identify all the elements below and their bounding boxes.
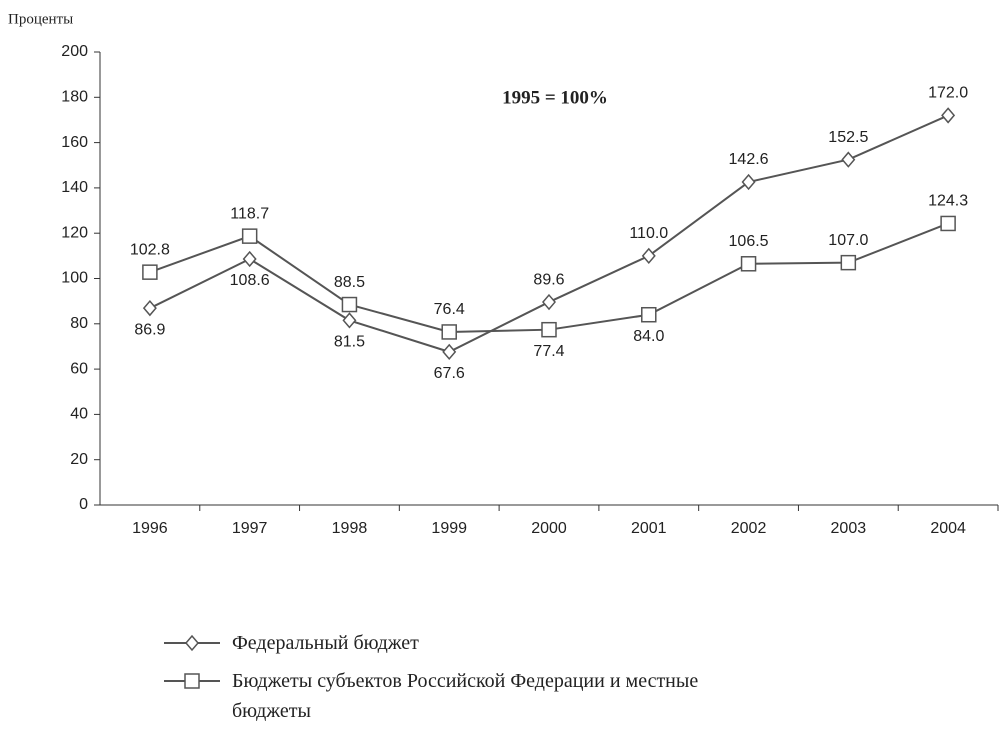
page: {"chart_data": {"type": "line", "y_label… <box>8 11 999 722</box>
x-tick-label: 2000 <box>531 520 567 537</box>
data-label: 89.6 <box>533 271 564 288</box>
data-label: 102.8 <box>130 241 170 258</box>
marker <box>841 151 856 168</box>
y-tick-label: 200 <box>61 43 88 60</box>
data-label: 107.0 <box>828 232 868 249</box>
y-tick-label: 80 <box>70 315 88 332</box>
data-label: 108.6 <box>230 272 270 289</box>
legend-swatch <box>164 634 220 652</box>
legend: Федеральный бюджет Бюджеты субъектов Росс… <box>160 628 732 734</box>
legend-label: Федеральный бюджет <box>232 632 419 654</box>
x-tick-label: 2003 <box>831 520 867 537</box>
marker <box>242 250 257 268</box>
data-label: 152.5 <box>828 129 868 146</box>
marker <box>740 256 757 272</box>
data-label: 77.4 <box>533 343 564 360</box>
data-label: 76.4 <box>434 301 465 318</box>
data-label: 88.5 <box>334 274 365 291</box>
y-tick-label: 60 <box>70 360 88 377</box>
y-tick-label: 140 <box>61 179 88 196</box>
data-label: 67.6 <box>434 365 465 382</box>
marker <box>940 215 956 232</box>
marker <box>184 673 200 689</box>
data-label: 106.5 <box>729 233 769 250</box>
marker <box>185 634 199 652</box>
x-tick-label: 1999 <box>431 520 467 537</box>
marker <box>840 254 857 271</box>
marker <box>342 312 357 329</box>
y-tick-label: 100 <box>61 270 88 287</box>
x-tick-label: 2002 <box>731 520 767 537</box>
data-label: 84.0 <box>633 328 664 345</box>
marker <box>542 293 556 311</box>
y-axis-label: Проценты <box>8 11 73 27</box>
legend-item: Бюджеты субъектов Российской Федерации и… <box>160 666 732 726</box>
chart: Проценты 1995 = 100% 0 20 40 60 80 100 120 140 1… <box>8 11 999 537</box>
data-label: 81.5 <box>334 334 365 351</box>
y-tick-label: 120 <box>61 224 88 241</box>
marker <box>641 247 656 265</box>
marker <box>341 296 358 313</box>
annotation: 1995 = 100% <box>502 87 608 108</box>
x-tick-label: 1996 <box>132 520 168 537</box>
legend-swatch <box>164 673 220 689</box>
data-label: 86.9 <box>134 321 165 338</box>
marker <box>142 300 157 317</box>
marker <box>441 324 457 340</box>
y-tick-label: 40 <box>70 406 88 423</box>
x-tick-label: 2004 <box>930 520 966 537</box>
marker <box>442 343 457 361</box>
y-tick-label: 0 <box>79 496 88 513</box>
data-label: 118.7 <box>230 205 269 222</box>
y-tick-label: 180 <box>61 89 88 106</box>
marker <box>641 306 657 323</box>
x-tick-label: 1998 <box>332 520 368 537</box>
legend-label: Бюджеты субъектов Российской Федерации и… <box>232 670 699 722</box>
marker <box>541 321 557 338</box>
legend-item: Федеральный бюджет <box>160 628 732 658</box>
y-tick-label: 160 <box>61 134 88 151</box>
data-label: 142.6 <box>729 151 769 168</box>
data-label: 110.0 <box>629 225 668 242</box>
x-tick-label: 2001 <box>631 520 667 537</box>
marker <box>941 107 956 124</box>
data-label: 172.0 <box>928 85 968 102</box>
marker <box>142 264 158 280</box>
marker <box>741 173 756 191</box>
marker <box>241 228 258 244</box>
data-label: 124.3 <box>928 193 968 210</box>
x-tick-label: 1997 <box>232 520 268 537</box>
y-tick-label: 20 <box>70 451 88 468</box>
